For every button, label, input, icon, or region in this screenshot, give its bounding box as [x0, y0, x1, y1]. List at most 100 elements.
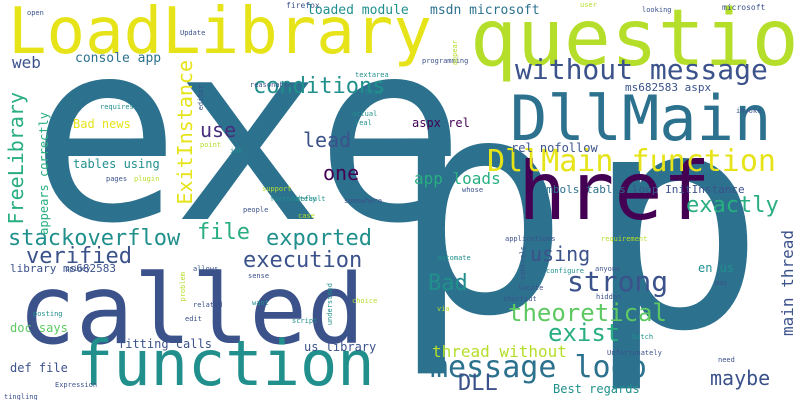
cloud-word: using	[530, 242, 591, 266]
cloud-word: whose	[462, 186, 484, 194]
cloud-word: automate	[437, 254, 471, 262]
cloud-word: stackoverflow	[8, 226, 181, 251]
cloud-word: strong	[567, 265, 669, 298]
cloud-word: loaded module	[307, 3, 409, 18]
cloud-word: allows	[193, 265, 219, 273]
cloud-word: actual	[352, 110, 378, 118]
cloud-word: choice	[352, 297, 378, 305]
cloud-word: FreeLibrary	[4, 92, 28, 225]
cloud-word: sense	[248, 272, 270, 280]
cloud-word: one	[323, 161, 360, 185]
cloud-word: open	[27, 9, 44, 17]
cloud-word: LoadLibrary	[8, 0, 432, 69]
cloud-word: us library	[304, 340, 377, 354]
cloud-word: need	[718, 356, 735, 364]
cloud-word: hidden	[596, 293, 622, 301]
cloud-word: file	[197, 220, 250, 245]
cloud-word: execution	[243, 248, 363, 273]
cloud-word: requirement	[601, 235, 648, 243]
cloud-word: batch	[632, 333, 654, 341]
cloud-word: looking	[642, 6, 672, 14]
cloud-word: en us	[698, 261, 735, 275]
cloud-word: ink	[230, 147, 243, 155]
cloud-word: aspx rel	[412, 116, 470, 130]
cloud-word: real	[355, 119, 372, 127]
cloud-word: doc says	[10, 321, 68, 335]
cloud-word: people	[243, 206, 269, 214]
cloud-word: programming	[422, 57, 469, 65]
cloud-word: rel nofollow	[511, 141, 598, 155]
cloud-word: reasonable	[250, 81, 293, 89]
cloud-word: Expression	[55, 381, 98, 389]
cloud-word: p	[390, 33, 571, 382]
cloud-word: message loop	[430, 350, 647, 385]
cloud-word: problem	[179, 272, 187, 302]
cloud-word: exported	[266, 226, 372, 251]
cloud-word: tables using	[73, 157, 160, 171]
cloud-word: tingling	[4, 393, 38, 400]
cloud-word: plugin	[134, 175, 160, 183]
cloud-word: console app	[75, 51, 162, 66]
cloud-word: firefox	[286, 1, 320, 10]
cloud-word: p	[585, 48, 766, 397]
cloud-word: Unfortunately	[607, 349, 662, 357]
cloud-word: DllMain	[510, 82, 772, 155]
cloud-word: microsoft	[722, 3, 766, 12]
cloud-word: href	[518, 145, 711, 238]
cloud-word: function	[76, 327, 375, 400]
cloud-word: exist	[548, 319, 621, 347]
cloud-word: default	[296, 195, 326, 203]
cloud-word: Bad news	[73, 117, 131, 131]
cloud-word: configure	[546, 267, 584, 275]
cloud-word: Bad	[428, 271, 468, 296]
cloud-word: invoke	[736, 107, 762, 115]
cloud-word: app loads	[414, 169, 501, 188]
cloud-word: controls	[519, 246, 527, 280]
cloud-word: related	[193, 301, 223, 309]
cloud-word: pages	[106, 175, 128, 183]
cloud-word: appear	[451, 40, 459, 66]
cloud-word: textarea	[355, 71, 389, 79]
cloud-word: main thread	[778, 230, 797, 336]
cloud-word: locate	[518, 284, 544, 292]
cloud-word: DLL	[458, 371, 498, 396]
cloud-word: anyone	[595, 265, 621, 273]
cloud-word: support	[262, 185, 292, 193]
cloud-word: understood	[326, 283, 334, 326]
cloud-word: user	[580, 1, 597, 9]
cloud-word: may	[715, 279, 728, 287]
cloud-word: verified	[26, 244, 132, 269]
cloud-word: question	[470, 0, 800, 84]
cloud-word: web	[12, 53, 41, 72]
cloud-word: called	[18, 254, 365, 366]
cloud-word: script	[292, 317, 318, 325]
cloud-word: library ms682583	[10, 262, 116, 275]
cloud-word: case	[298, 212, 315, 220]
cloud-word: fortunately	[270, 195, 317, 203]
cloud-word: point	[200, 141, 222, 149]
cloud-word: maybe	[710, 366, 771, 390]
cloud-word: edit	[185, 315, 202, 323]
cloud-word: requires	[100, 103, 134, 111]
cloud-word: thread without	[432, 342, 567, 361]
cloud-word: want	[252, 299, 269, 307]
cloud-word: applications	[505, 235, 556, 243]
cloud-word: spidey	[65, 265, 91, 273]
cloud-word: exactly	[686, 193, 779, 218]
cloud-word: Best regards	[553, 382, 640, 396]
cloud-word: ExitInstance	[173, 60, 197, 205]
cloud-word: fitting calls	[118, 337, 212, 351]
cloud-word: DllMain function	[487, 144, 776, 179]
cloud-word: symbols tables	[533, 183, 626, 196]
cloud-word: somewhere	[344, 197, 382, 205]
cloud-word: text	[365, 88, 382, 96]
cloud-word: theoretical	[508, 299, 667, 327]
cloud-word: exe	[30, 0, 466, 278]
cloud-word: lead	[303, 128, 352, 152]
cloud-word: without message	[515, 53, 768, 86]
cloud-word: conditions	[253, 74, 386, 99]
cloud-word: def file	[10, 361, 68, 375]
cloud-word: editor	[197, 85, 205, 111]
cloud-word: via	[437, 305, 450, 313]
